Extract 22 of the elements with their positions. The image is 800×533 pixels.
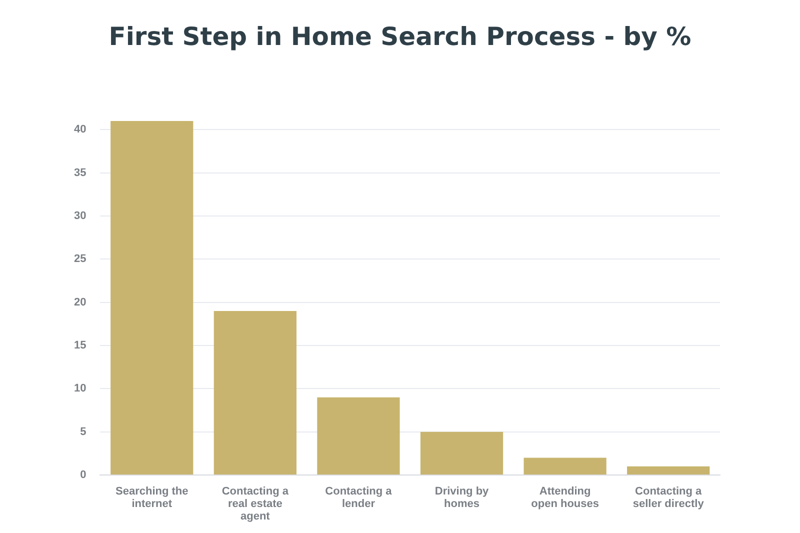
x-tick-label: Contacting a seller directly xyxy=(632,485,705,510)
y-tick-label: 35 xyxy=(74,166,86,179)
y-tick-label: 10 xyxy=(74,382,86,395)
y-tick-label: 0 xyxy=(80,469,86,482)
x-tick-label: Searching the internet xyxy=(116,485,188,510)
bar xyxy=(110,121,194,475)
chart-title: First Step in Home Search Process - by % xyxy=(108,22,692,51)
x-tick-label: Driving by homes xyxy=(434,485,490,510)
x-tick-label: Attending open houses xyxy=(531,485,599,510)
x-tick-label: Contacting a real estate agent xyxy=(222,485,290,523)
y-tick-label: 30 xyxy=(74,210,86,222)
x-tick-label: Contacting a lender xyxy=(325,485,393,510)
bar xyxy=(214,310,296,475)
y-tick-label: 5 xyxy=(80,426,86,438)
bar xyxy=(317,397,400,475)
y-tick-label: 20 xyxy=(74,296,86,308)
bar xyxy=(627,466,710,475)
bar xyxy=(420,432,504,475)
y-tick-label: 25 xyxy=(74,253,86,266)
bar xyxy=(524,458,606,475)
y-tick-label: 15 xyxy=(74,340,86,352)
y-tick-label: 40 xyxy=(74,124,86,136)
